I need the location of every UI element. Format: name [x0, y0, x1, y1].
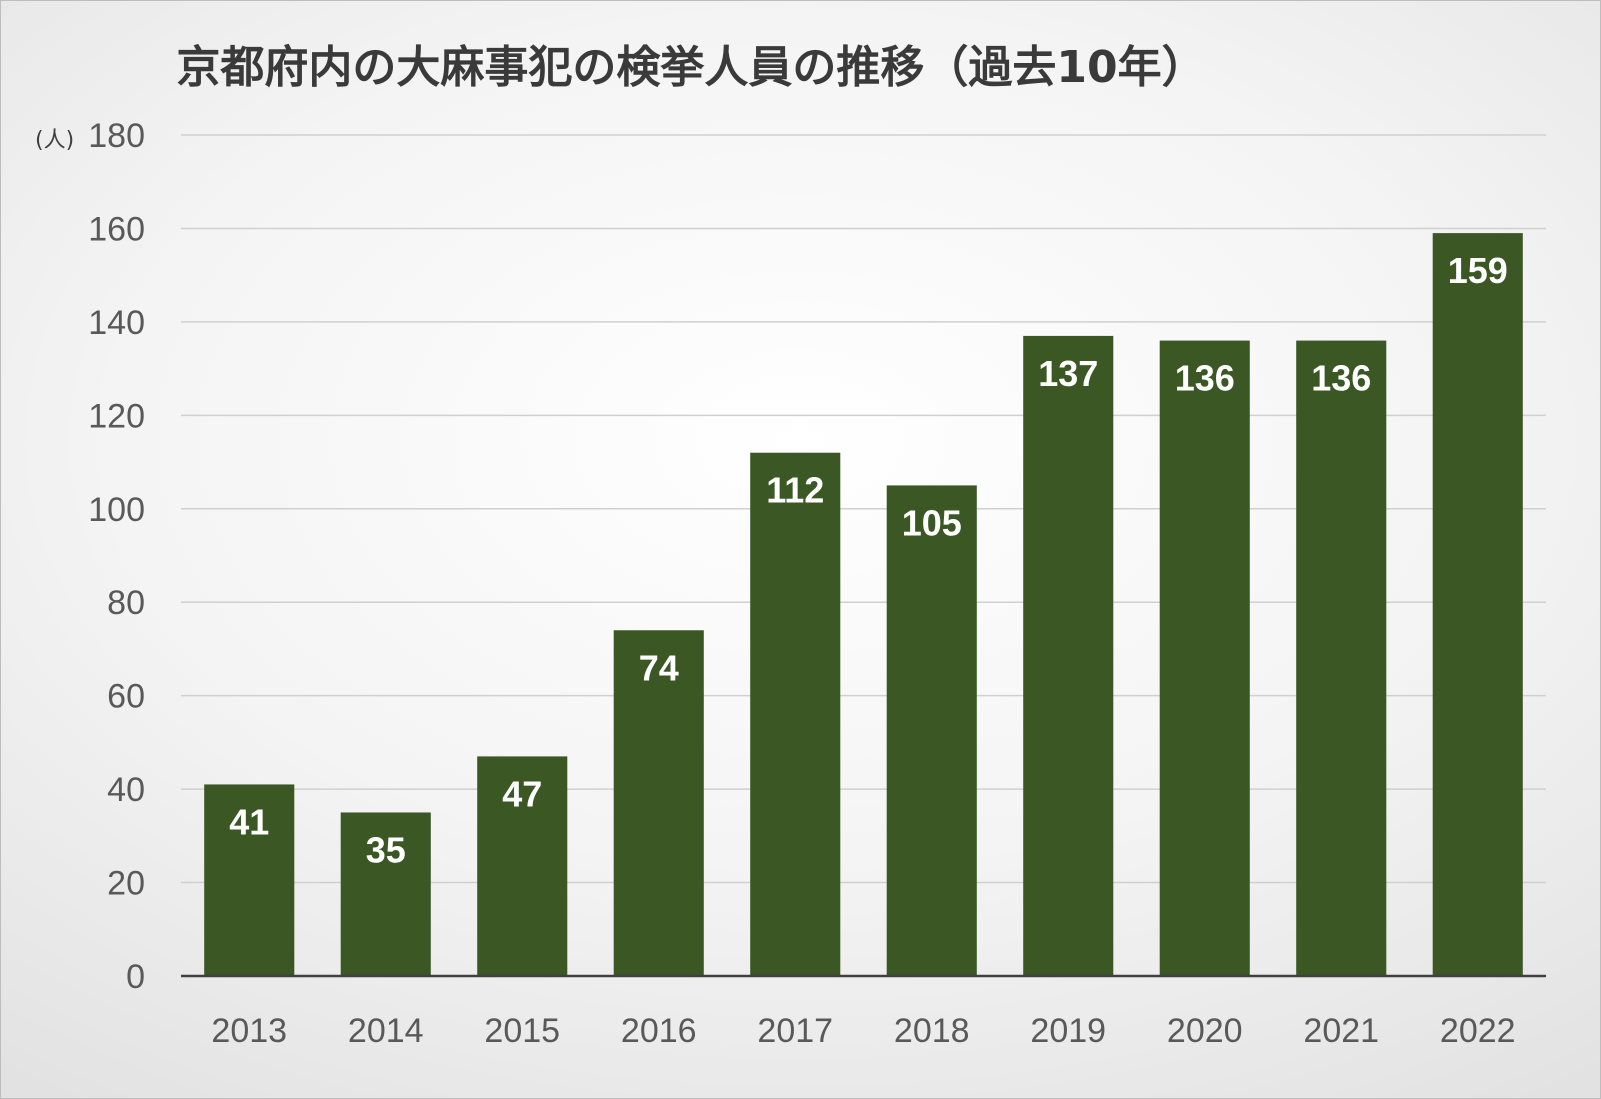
- x-tick-label-2013: 2013: [211, 1012, 287, 1050]
- data-label-2016: 74: [639, 647, 679, 688]
- data-label-2017: 112: [766, 470, 824, 511]
- y-tick-label: 40: [107, 771, 145, 809]
- bar-2018: [886, 485, 977, 976]
- chart-title: 京都府内の大麻事犯の検挙人員の推移（過去10年）: [176, 42, 1206, 93]
- y-tick-label: 140: [88, 304, 145, 342]
- x-tick-label-2021: 2021: [1303, 1012, 1379, 1050]
- x-tick-label-2020: 2020: [1167, 1012, 1243, 1050]
- bar-2021: [1296, 340, 1387, 977]
- data-label-2019: 137: [1038, 353, 1098, 394]
- bar-2022: [1432, 233, 1523, 976]
- bar-2016: [613, 630, 704, 976]
- bar-2020: [1159, 340, 1250, 977]
- x-tick-label-2018: 2018: [894, 1012, 970, 1050]
- y-tick-label: 20: [107, 865, 145, 903]
- bar-2013: [204, 784, 295, 976]
- data-label-2021: 136: [1311, 358, 1371, 399]
- x-tick-label-2017: 2017: [757, 1012, 833, 1050]
- y-tick-label: 160: [88, 210, 145, 248]
- data-label-2018: 105: [902, 502, 962, 543]
- y-tick-label: 0: [126, 958, 145, 996]
- data-label-2013: 41: [229, 801, 269, 842]
- x-tick-label-2015: 2015: [484, 1012, 560, 1050]
- y-axis-unit-label: (人): [35, 128, 75, 153]
- y-tick-label: 120: [88, 397, 145, 435]
- x-tick-label-2014: 2014: [348, 1012, 424, 1050]
- y-tick-label: 100: [88, 491, 145, 529]
- data-label-2020: 136: [1175, 358, 1235, 399]
- bar-2014: [340, 812, 431, 976]
- y-tick-label: 180: [88, 117, 145, 155]
- x-tick-label-2019: 2019: [1030, 1012, 1106, 1050]
- data-label-2015: 47: [502, 773, 542, 814]
- data-label-2014: 35: [366, 829, 406, 870]
- x-tick-label-2022: 2022: [1440, 1012, 1516, 1050]
- bar-2019: [1023, 335, 1114, 977]
- x-tick-label-2016: 2016: [621, 1012, 697, 1050]
- data-label-2022: 159: [1448, 250, 1508, 291]
- bar-2017: [750, 452, 841, 976]
- y-tick-label: 60: [107, 678, 145, 716]
- bar-2015: [477, 756, 568, 976]
- y-tick-label: 80: [107, 584, 145, 622]
